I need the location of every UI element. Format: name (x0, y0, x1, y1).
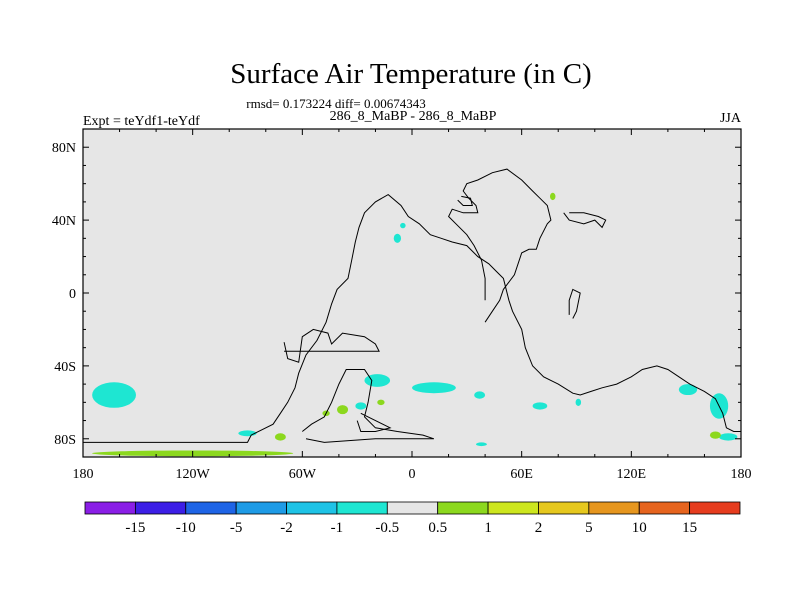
colorbar-label: -10 (176, 520, 196, 536)
colorbar-label: 15 (682, 520, 697, 536)
y-tick-label: 40N (52, 214, 76, 229)
anomaly-patch (709, 431, 721, 439)
anomaly-layer (92, 192, 738, 457)
colorbar-label: 2 (535, 520, 543, 536)
coastline (457, 195, 473, 206)
colorbar-swatch (84, 501, 136, 515)
coastline (356, 412, 392, 432)
coastline (83, 193, 741, 443)
x-tick-label: 120W (176, 467, 211, 482)
anomaly-patch (274, 433, 286, 441)
colorbar-swatch (185, 501, 237, 515)
anomaly-patch (400, 222, 406, 229)
figure-title: Surface Air Temperature (in C) (230, 58, 591, 90)
colorbar-swatch (487, 501, 539, 515)
experiment-label: Expt = teYdf1-teYdf (83, 114, 200, 129)
colorbar-swatch (235, 501, 287, 515)
colorbar-swatch (286, 501, 338, 515)
anomaly-patch (377, 399, 385, 406)
coastline-layer (83, 168, 741, 443)
anomaly-patch (92, 382, 137, 408)
x-tick-label: 60W (289, 467, 317, 482)
anomaly-patch (412, 382, 456, 394)
axis-tick-labels: 180 120W 60W 0 60E 120E 180 80N 40N 0 40S 80S (52, 141, 752, 482)
colorbar-swatch (437, 501, 489, 515)
x-tick-label: 60E (510, 467, 533, 482)
colorbar-label: -0.5 (375, 520, 399, 536)
x-tick-label: 120E (617, 467, 647, 482)
colorbar-swatch (386, 501, 439, 515)
anomaly-patch (475, 442, 487, 447)
colorbar-swatch (538, 501, 590, 515)
period-label: 286_8_MaBP - 286_8_MaBP (330, 109, 497, 124)
y-tick-label: 40S (54, 360, 76, 375)
colorbar-swatch (638, 501, 691, 515)
axis-ticks (82, 129, 742, 457)
coastline (568, 288, 581, 319)
anomaly-patch (719, 433, 738, 441)
colorbar-label: -5 (230, 520, 243, 536)
coastline (301, 369, 435, 443)
anomaly-patch (355, 402, 367, 410)
season-label: JJA (720, 111, 742, 126)
anomaly-patch (393, 233, 402, 243)
anomaly-patch (678, 384, 698, 396)
anomaly-patch (532, 402, 548, 410)
x-tick-label: 180 (73, 467, 94, 482)
x-tick-label: 0 (409, 467, 416, 482)
anomaly-patch (474, 391, 486, 399)
colorbar: -15 -10 -5 -2 -1 -0.5 0.5 1 2 5 10 15 (84, 501, 741, 536)
map-background (83, 129, 741, 457)
colorbar-swatch (336, 501, 388, 515)
anomaly-patch (575, 398, 582, 406)
x-tick-label: 180 (731, 467, 752, 482)
colorbar-label: -2 (280, 520, 293, 536)
colorbar-label: 10 (632, 520, 647, 536)
coastline (563, 212, 607, 229)
colorbar-swatch (134, 501, 187, 515)
colorbar-label: 0.5 (428, 520, 447, 536)
colorbar-label: -1 (331, 520, 344, 536)
anomaly-patch (337, 405, 349, 415)
y-tick-label: 80S (54, 433, 76, 448)
colorbar-swatch (588, 501, 640, 515)
coastline (447, 168, 552, 323)
y-tick-label: 0 (69, 287, 76, 302)
y-tick-label: 80N (52, 141, 76, 156)
colorbar-swatch (689, 501, 741, 515)
colorbar-label: 1 (484, 520, 492, 536)
colorbar-label: 5 (585, 520, 593, 536)
anomaly-patch (549, 192, 556, 201)
colorbar-label: -15 (125, 520, 145, 536)
coastline (283, 328, 380, 363)
stats-text: rmsd= 0.173224 diff= 0.00674343 (246, 96, 425, 111)
